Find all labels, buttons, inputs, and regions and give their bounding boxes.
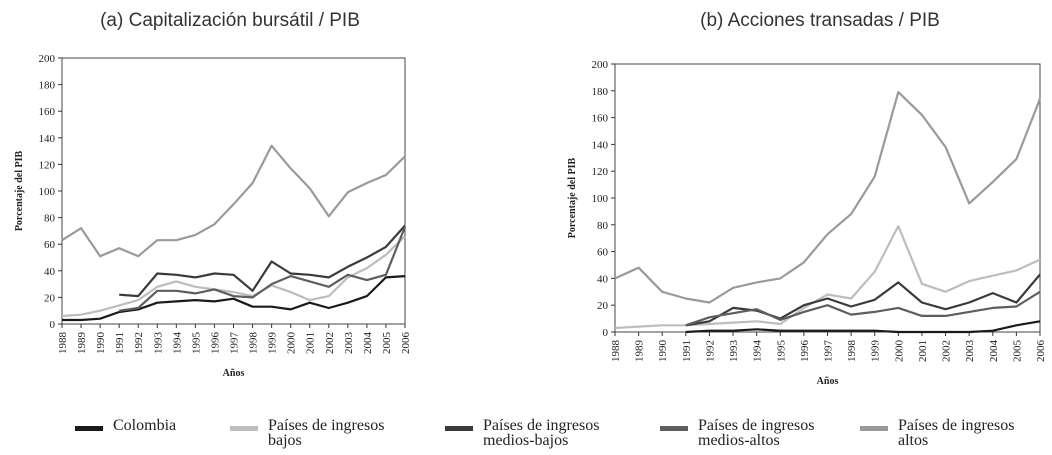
legend-item: Países de ingresos medios-altos xyxy=(660,417,820,449)
legend-item: Países de ingresos medios-bajos xyxy=(445,417,615,449)
series-line: Colombia xyxy=(685,320,1041,334)
chart-title: (a) Capitalización bursátil / PIB xyxy=(100,10,360,31)
legend-swatch xyxy=(660,426,688,431)
legend-swatch xyxy=(860,426,888,431)
series-line: Países de ingresos bajos xyxy=(61,235,406,318)
x-tick-label: 1995 xyxy=(190,332,202,355)
y-tick-label: 120 xyxy=(592,166,609,178)
y-tick-label: 80 xyxy=(44,213,56,225)
x-tick-label: 1990 xyxy=(657,340,669,363)
x-tick-label: 1990 xyxy=(95,332,107,355)
x-tick-label: 1998 xyxy=(248,332,260,355)
y-tick-label: 140 xyxy=(592,139,609,151)
x-tick-label: 2003 xyxy=(964,340,976,363)
x-tick-label: 2001 xyxy=(917,340,929,362)
series-line: Países de ingresos medios-bajos xyxy=(685,273,1041,327)
x-tick-label: 2004 xyxy=(988,340,1000,363)
x-tick-label: 1992 xyxy=(133,332,145,354)
x-tick-label: 2002 xyxy=(324,332,336,354)
series-line: Países de ingresos altos xyxy=(614,91,1042,304)
y-tick-label: 0 xyxy=(50,319,56,331)
x-tick-label: 1996 xyxy=(799,340,811,363)
x-tick-label: 1995 xyxy=(775,340,787,363)
y-axis-label: Porcentaje del PIB xyxy=(567,157,578,238)
legend-label: Colombia xyxy=(113,417,177,434)
x-tick-label: 2004 xyxy=(362,332,374,355)
x-tick-label: 1999 xyxy=(870,340,882,363)
x-tick-label: 2000 xyxy=(893,340,905,363)
x-tick-label: 1999 xyxy=(267,332,279,355)
x-tick-label: 2002 xyxy=(941,340,953,362)
x-tick-label: 1996 xyxy=(209,332,221,355)
y-tick-label: 160 xyxy=(592,113,609,125)
series-line: Países de ingresos bajos xyxy=(614,225,1041,330)
y-tick-label: 100 xyxy=(39,186,56,198)
y-tick-label: 40 xyxy=(597,273,609,285)
x-tick-label: 1988 xyxy=(610,340,622,363)
series-line: Países de ingresos medios-altos xyxy=(119,226,407,312)
y-tick-label: 160 xyxy=(39,106,56,118)
x-tick-label: 1994 xyxy=(752,340,764,363)
y-tick-label: 40 xyxy=(44,266,56,278)
x-tick-label: 1991 xyxy=(681,340,693,362)
series-line: Colombia xyxy=(62,275,406,322)
x-tick-label: 1997 xyxy=(229,332,241,355)
series-line: Países de ingresos medios-altos xyxy=(685,290,1041,327)
legend-item: Colombia xyxy=(75,417,205,434)
y-tick-label: 20 xyxy=(597,300,609,312)
x-axis-label: Años xyxy=(223,368,245,379)
x-tick-label: 1998 xyxy=(846,340,858,363)
series-line: Países de ingresos altos xyxy=(61,144,406,258)
y-tick-label: 200 xyxy=(592,59,609,71)
x-tick-label: 2005 xyxy=(1011,340,1023,363)
y-tick-label: 120 xyxy=(39,159,56,171)
y-tick-label: 60 xyxy=(44,239,56,251)
legend-label: Países de ingresos altos xyxy=(898,417,1015,449)
legend-swatch xyxy=(75,426,103,431)
y-tick-label: 200 xyxy=(39,53,56,65)
x-tick-label: 1989 xyxy=(634,340,646,363)
legend-label: Países de ingresos bajos xyxy=(268,417,385,449)
y-tick-label: 0 xyxy=(603,327,609,339)
y-tick-label: 20 xyxy=(44,292,56,304)
plot-frame xyxy=(61,57,406,325)
legend-item: Países de ingresos bajos xyxy=(230,417,400,449)
y-axis-label: Porcentaje del PIB xyxy=(14,150,25,231)
plot-frame xyxy=(614,63,1041,333)
x-tick-label: 2003 xyxy=(343,332,355,355)
series-line: Países de ingresos medios-bajos xyxy=(119,224,406,298)
legend-swatch xyxy=(230,426,258,431)
x-tick-label: 2000 xyxy=(286,332,298,355)
x-tick-label: 1993 xyxy=(728,340,740,363)
x-axis-label: Años xyxy=(817,376,839,387)
chart-title: (b) Acciones transadas / PIB xyxy=(700,10,940,31)
x-tick-label: 2006 xyxy=(400,332,412,355)
x-tick-label: 1994 xyxy=(171,332,183,355)
x-tick-label: 2006 xyxy=(1035,340,1047,363)
charts: (a) Capitalización bursátil / PIB 0 20 40 60… xyxy=(14,10,1047,387)
y-tick-label: 180 xyxy=(592,86,609,98)
y-tick-label: 80 xyxy=(597,220,609,232)
y-tick-label: 140 xyxy=(39,133,56,145)
y-tick-label: 60 xyxy=(597,247,609,259)
legend-swatch xyxy=(445,426,473,431)
x-tick-label: 1991 xyxy=(114,332,126,354)
legend: Colombia Países de ingresos bajos Países d… xyxy=(0,418,1052,455)
x-tick-label: 2005 xyxy=(381,332,393,355)
legend-item: Países de ingresos altos xyxy=(860,417,1040,449)
x-tick-label: 1997 xyxy=(823,340,835,363)
y-tick-label: 100 xyxy=(592,193,609,205)
x-tick-label: 1992 xyxy=(704,340,716,362)
x-tick-label: 2001 xyxy=(305,332,317,354)
x-tick-label: 1989 xyxy=(76,332,88,355)
x-tick-label: 1993 xyxy=(152,332,164,355)
legend-label: Países de ingresos medios-bajos xyxy=(483,417,600,449)
x-tick-label: 1988 xyxy=(57,332,69,355)
legend-label: Países de ingresos medios-altos xyxy=(698,417,815,449)
y-tick-label: 180 xyxy=(39,80,56,92)
